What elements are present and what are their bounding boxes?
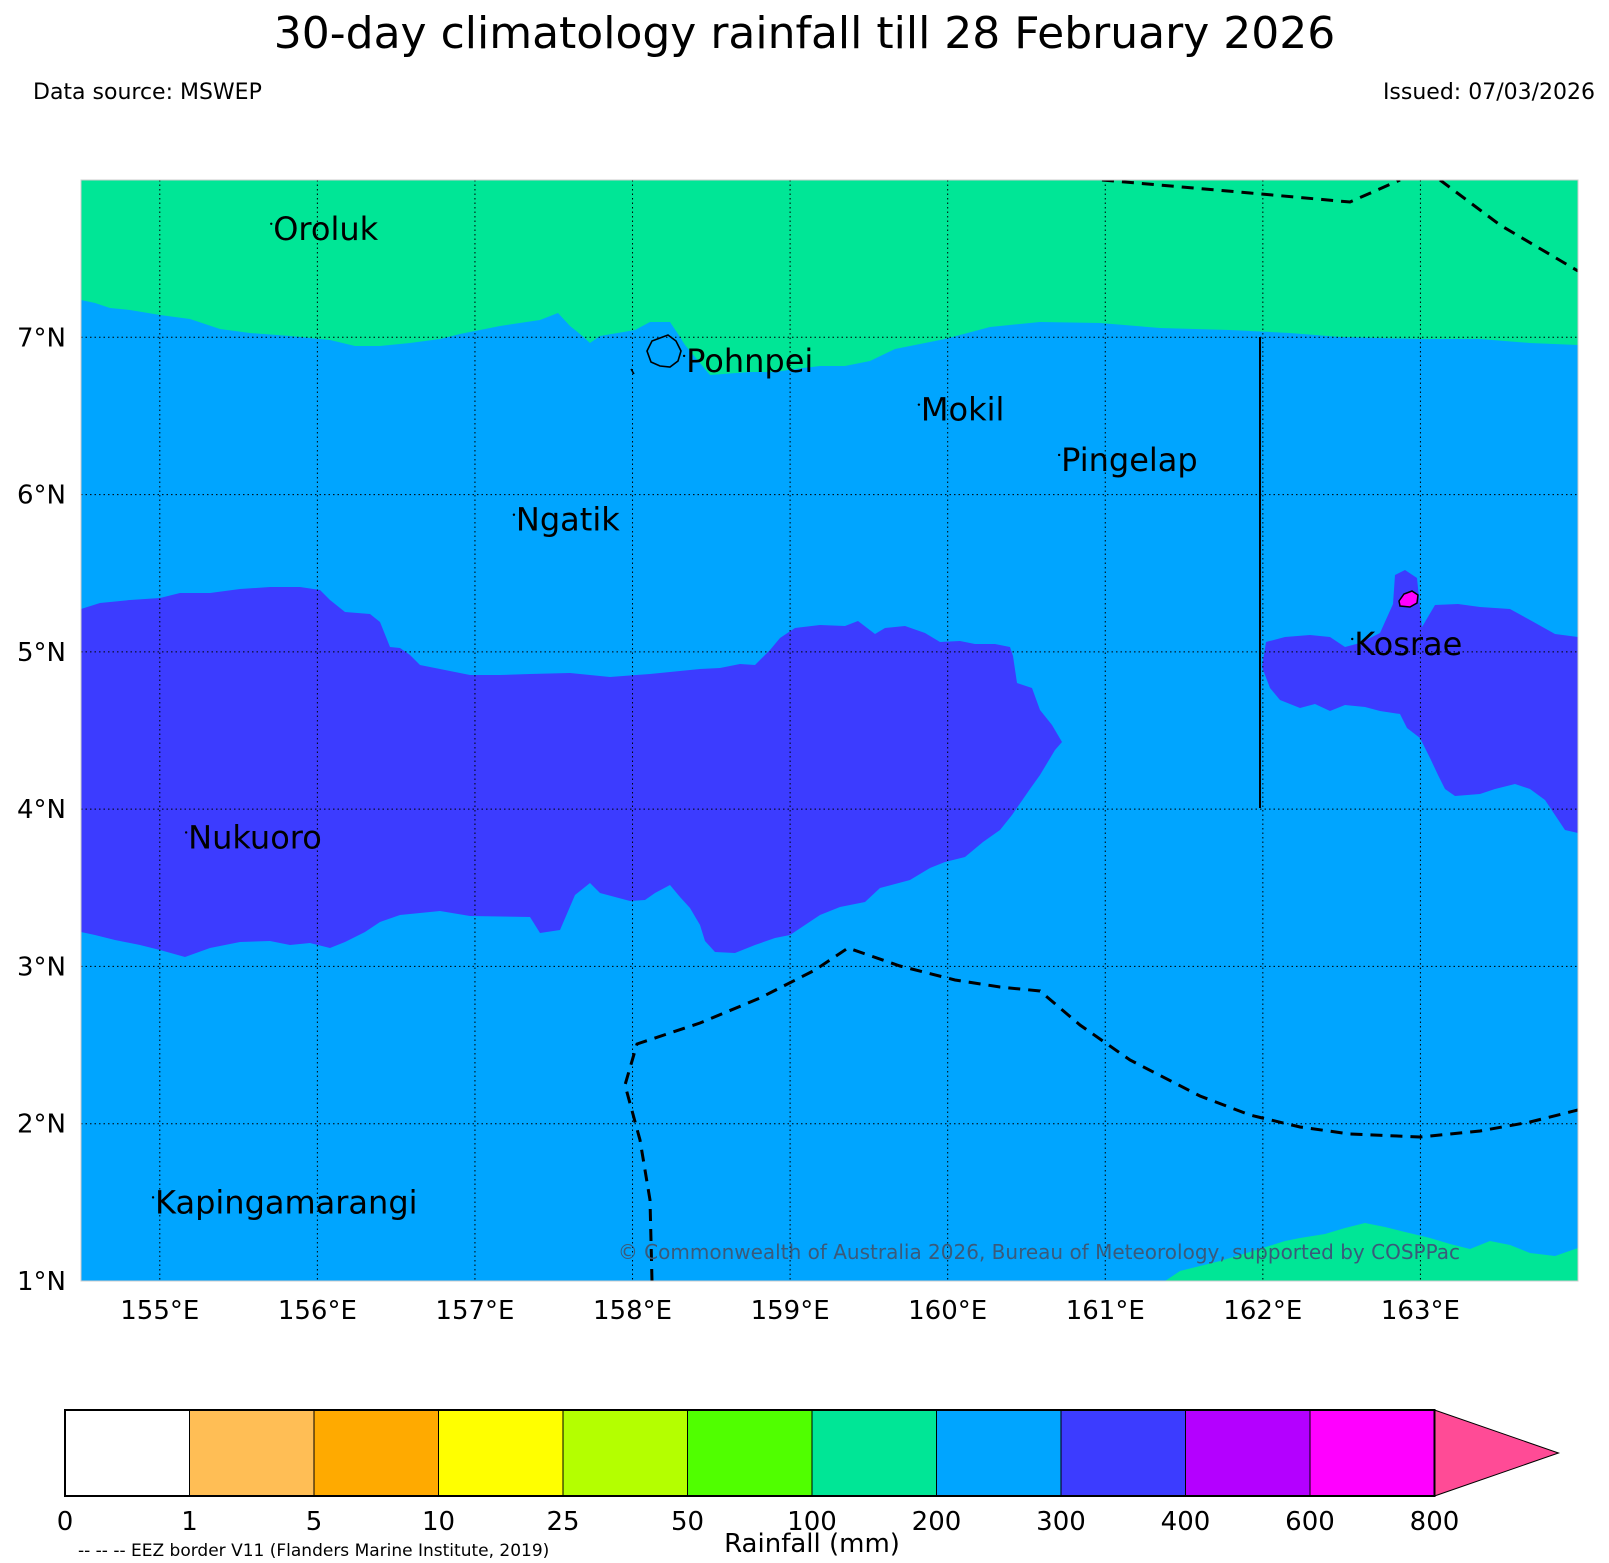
map-area: Oroluk Pohnpei Mokil Pingelap Ngatik Kosrae Nu… [81, 180, 1578, 1281]
lat-tick-label: 6°N [17, 481, 66, 511]
lat-tick-label: 5°N [17, 638, 66, 668]
lon-tick-label: 158°E [593, 1296, 672, 1326]
colorbar-tick-label: 300 [1036, 1507, 1086, 1537]
axis-tick-labels: 155°E 156°E 157°E 158°E 159°E 160°E 161°E 162°E… [17, 323, 1460, 1326]
lon-tick-label: 156°E [278, 1296, 357, 1326]
place-marker-kosrae [1351, 637, 1354, 641]
lon-tick-label: 162°E [1223, 1296, 1302, 1326]
lon-tick-label: 159°E [751, 1296, 830, 1326]
eez-border-south [623, 946, 1578, 1281]
colorbar-tick-label: 0 [57, 1507, 74, 1537]
copyright-notice: © Commonwealth of Australia 2026, Bureau… [618, 1240, 1460, 1264]
place-label-mokil: Mokil [921, 391, 1005, 429]
lon-tick-label: 155°E [120, 1296, 199, 1326]
place-label-pingelap: Pingelap [1061, 441, 1198, 479]
rain-band-600-800 [1398, 590, 1419, 608]
colorbar-segment-10 [438, 1409, 564, 1497]
colorbar-tick-label: 10 [422, 1507, 455, 1537]
colorbar-segment-100 [811, 1409, 937, 1497]
colorbar-tick-label: 50 [671, 1507, 704, 1537]
place-marker-nukuoro [184, 831, 188, 834]
colorbar-segment-200 [936, 1409, 1062, 1497]
colorbar-extend-arrow [1434, 1409, 1561, 1497]
colorbar-segment-25 [562, 1409, 688, 1497]
map-frame [80, 179, 1579, 1282]
colorbar-tick-label: 600 [1285, 1507, 1335, 1537]
eez-border-north-east [1439, 180, 1578, 273]
place-label-kapingamarangi: Kapingamarangi [155, 1183, 417, 1221]
eez-border-note: -- -- -- EEZ border V11 (Flanders Marine… [78, 1541, 549, 1561]
place-marker-oroluk [270, 222, 273, 225]
colorbar-segment-5 [313, 1409, 439, 1497]
colorbar-tick-label: 1 [181, 1507, 198, 1537]
lon-tick-label: 161°E [1066, 1296, 1145, 1326]
island-mark [630, 368, 635, 375]
colorbar-segment-400 [1185, 1409, 1311, 1497]
place-marker-ngatik [512, 513, 516, 516]
lon-tick-label: 163°E [1381, 1296, 1460, 1326]
lat-tick-label: 3°N [17, 952, 66, 982]
colorbar-segment-0 [64, 1409, 190, 1497]
place-marker-pohnpei [682, 354, 686, 358]
colorbar-segment-50 [687, 1409, 813, 1497]
colorbar-segment-600 [1309, 1409, 1435, 1497]
place-marker-pingelap [1057, 453, 1061, 457]
eez-borders [623, 180, 1578, 1281]
lat-tick-label: 1°N [17, 1267, 66, 1297]
rain-band-300-400-main [81, 587, 1062, 957]
colorbar-segment-1 [189, 1409, 315, 1497]
colorbar-tick-label: 200 [912, 1507, 962, 1537]
colorbar-outline [64, 1409, 1436, 1497]
colorbar-tick-label: 5 [306, 1507, 323, 1537]
rain-band-300-400-kosrae [1262, 570, 1578, 833]
data-source-label: Data source: MSWEP [33, 80, 262, 105]
lat-tick-label: 2°N [17, 1110, 66, 1140]
colorbar-title: Rainfall (mm) [724, 1529, 900, 1559]
colorbar-tick-label: 25 [546, 1507, 579, 1537]
place-label-oroluk: Oroluk [273, 210, 378, 248]
place-label-ngatik: Ngatik [516, 501, 620, 539]
rain-band-100-200-north [81, 180, 1578, 375]
colorbar-segment-300 [1060, 1409, 1186, 1497]
graticule [81, 180, 1578, 1281]
place-labels: Oroluk Pohnpei Mokil Pingelap Ngatik Kosrae Nu… [151, 210, 1462, 1221]
colorbar-tick-label: 800 [1410, 1507, 1460, 1537]
colorbar: 0 1 5 10 25 50 100 200 300 400 600 800 [57, 1409, 1561, 1537]
colorbar-tick-label: 100 [787, 1507, 837, 1537]
issued-date-label: Issued: 07/03/2026 [1382, 80, 1595, 105]
place-label-nukuoro: Nukuoro [188, 818, 322, 856]
place-marker-mokil [917, 403, 921, 406]
place-label-pohnpei: Pohnpei [686, 342, 813, 380]
pohnpei-island-outline [646, 334, 682, 368]
lon-tick-label: 160°E [908, 1296, 987, 1326]
place-label-kosrae: Kosrae [1354, 625, 1462, 663]
rain-band-100-200-south [1165, 1223, 1578, 1281]
colorbar-tick-label: 400 [1161, 1507, 1211, 1537]
lat-tick-label: 4°N [17, 795, 66, 825]
map-title: 30-day climatology rainfall till 28 Febr… [273, 8, 1336, 59]
place-marker-kapingamarangi [151, 1196, 155, 1199]
lon-tick-label: 157°E [435, 1296, 514, 1326]
lat-tick-label: 7°N [17, 323, 66, 353]
